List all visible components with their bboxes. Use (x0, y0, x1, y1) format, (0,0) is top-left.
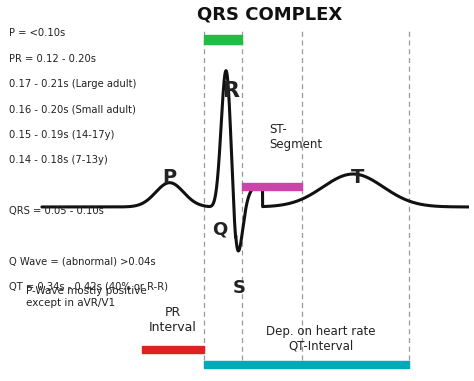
Bar (242, 182, 302, 190)
Text: QRS COMPLEX: QRS COMPLEX (197, 5, 342, 23)
Text: R: R (223, 81, 240, 101)
Text: QRS = 0.05 - 0.10s: QRS = 0.05 - 0.10s (9, 206, 104, 216)
Text: Q: Q (212, 221, 227, 239)
Text: 0.15 - 0.19s (14-17y): 0.15 - 0.19s (14-17y) (9, 130, 115, 140)
Text: P: P (163, 168, 177, 187)
Text: ST-
Segment: ST- Segment (270, 123, 323, 152)
Text: QT = 0.34s - 0.42s (40% or R-R): QT = 0.34s - 0.42s (40% or R-R) (9, 282, 168, 291)
Bar (142, 346, 204, 352)
Text: P = <0.10s: P = <0.10s (9, 29, 65, 38)
Text: PR
Interval: PR Interval (149, 306, 197, 334)
Text: T: T (351, 168, 365, 187)
Bar (204, 361, 409, 368)
Text: Dep. on heart rate
QT-Interval: Dep. on heart rate QT-Interval (266, 325, 375, 353)
Text: P-Wave mostly positive
except in aVR/V1: P-Wave mostly positive except in aVR/V1 (26, 286, 146, 308)
Text: Q Wave = (abnormal) >0.04s: Q Wave = (abnormal) >0.04s (9, 256, 156, 266)
Text: 0.17 - 0.21s (Large adult): 0.17 - 0.21s (Large adult) (9, 79, 137, 89)
Text: 0.14 - 0.18s (7-13y): 0.14 - 0.18s (7-13y) (9, 155, 108, 165)
Text: S: S (233, 279, 246, 298)
Bar (204, 35, 242, 44)
Text: PR = 0.12 - 0.20s: PR = 0.12 - 0.20s (9, 54, 96, 64)
Text: 0.16 - 0.20s (Small adult): 0.16 - 0.20s (Small adult) (9, 104, 136, 114)
